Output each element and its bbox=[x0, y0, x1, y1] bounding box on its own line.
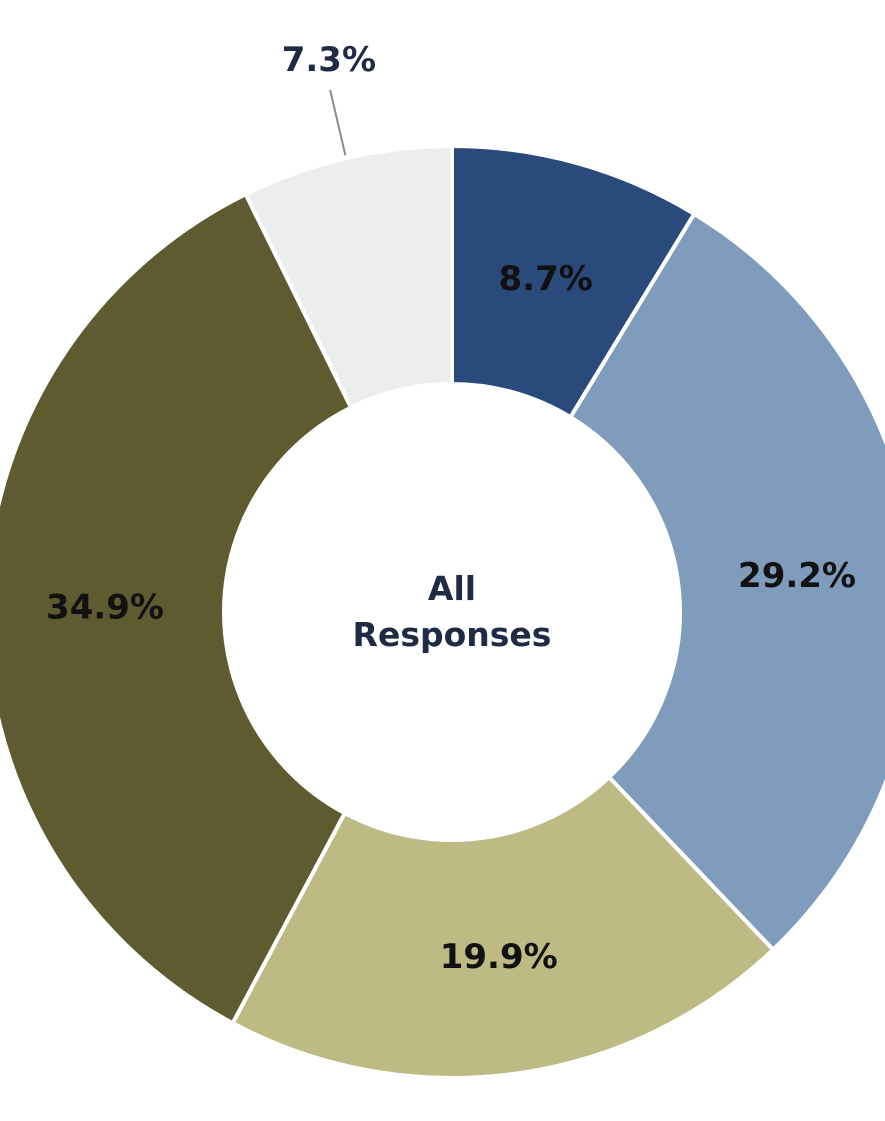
donut-slice-1 bbox=[450, 144, 697, 420]
slice-label-3: 19.9% bbox=[440, 937, 558, 977]
leader-line-5 bbox=[329, 89, 347, 156]
slice-label-5: 7.3% bbox=[282, 40, 376, 80]
slice-label-4: 34.9% bbox=[46, 588, 164, 628]
slice-label-2: 29.2% bbox=[738, 556, 856, 596]
donut-slice-4 bbox=[0, 192, 354, 1026]
donut-slices bbox=[0, 144, 885, 1080]
donut-slice-2 bbox=[568, 211, 885, 952]
center-label-line-2: Responses bbox=[353, 615, 552, 654]
donut-slice-5 bbox=[243, 144, 454, 410]
slice-label-1: 8.7% bbox=[499, 259, 593, 299]
center-label-line-1: All bbox=[428, 569, 476, 608]
slice-labels: 8.7% 29.2% 19.9% 34.9% 7.3% bbox=[46, 40, 856, 977]
donut-center: All Responses bbox=[353, 569, 552, 654]
donut-slice-3 bbox=[230, 775, 776, 1080]
